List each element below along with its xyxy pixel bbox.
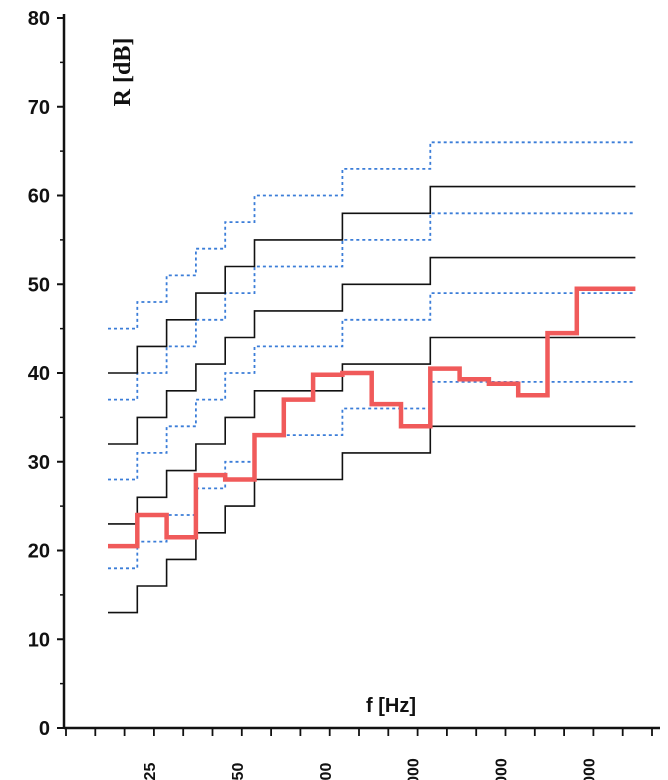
- y-tick-label: 0: [39, 718, 50, 740]
- x-tick-label: 2000: [494, 758, 511, 780]
- reference-curve-solid-6: [108, 185, 636, 374]
- x-tick-label: 4000: [581, 758, 598, 780]
- reference-curve-dotted-7: [108, 141, 636, 330]
- y-tick-label: 80: [28, 8, 50, 30]
- reference-curve-solid-4: [108, 256, 636, 445]
- x-tick-label: 250: [230, 763, 247, 780]
- reference-curve-solid-0: [108, 425, 636, 614]
- y-tick-label: 60: [28, 186, 50, 208]
- reference-curve-solid-2: [108, 336, 636, 525]
- x-tick-label: 1000: [406, 758, 423, 780]
- reference-curve-dotted-1: [108, 381, 636, 570]
- y-tick-label: 40: [28, 363, 50, 385]
- y-tick-label: 30: [28, 452, 50, 474]
- x-tick-label: 125: [142, 763, 159, 780]
- x-tick-label: 500: [318, 763, 335, 780]
- measured-curve-8: [108, 286, 636, 549]
- reference-curve-dotted-3: [108, 292, 636, 481]
- y-tick-label: 70: [28, 97, 50, 119]
- series-layer: [108, 141, 636, 614]
- y-tick-label: 20: [28, 541, 50, 563]
- reference-curve-dotted-5: [108, 212, 636, 401]
- x-axis-label: f [Hz]: [366, 695, 416, 717]
- axes-layer: 0 10 20 30 40 50 60 70 80 125 250 500 1000 2000 4000: [28, 8, 660, 780]
- y-tick-label: 10: [28, 629, 50, 651]
- y-axis-label: R [dB]: [110, 38, 136, 107]
- y-tick-label: 50: [28, 274, 50, 296]
